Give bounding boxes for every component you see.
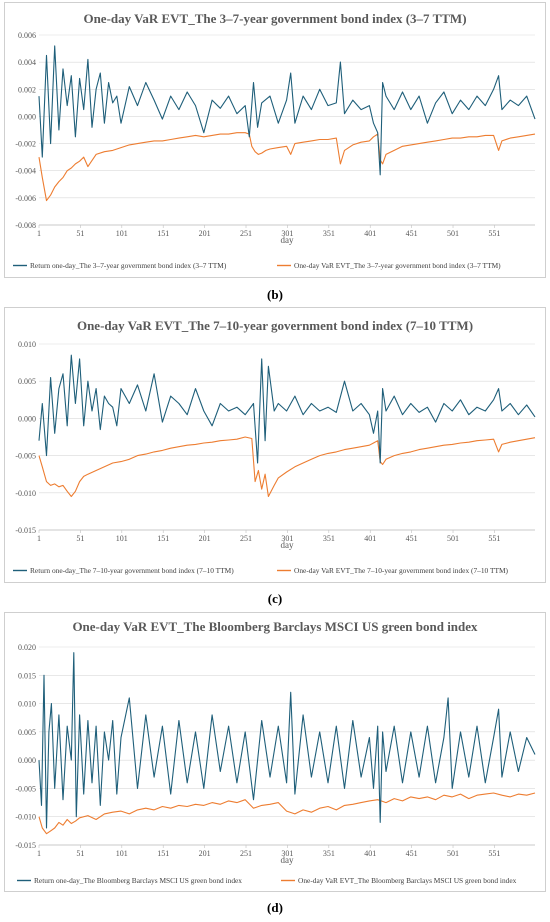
- chart-d-ytick: 0.015: [18, 671, 36, 680]
- chart-d-xtick: 201: [199, 849, 211, 858]
- chart-b-xtick: 201: [199, 229, 211, 238]
- chart-c-xtick: 401: [364, 534, 376, 543]
- chart-b-xtick: 1: [37, 229, 41, 238]
- chart-d-legend-label: Return one-day_The Bloomberg Barclays MS…: [34, 876, 242, 885]
- chart-c-xtick: 501: [447, 534, 459, 543]
- chart-d-ytick: 0.020: [18, 643, 36, 652]
- chart-d-series-return-line: [38, 652, 536, 829]
- caption-d: (d): [267, 900, 283, 915]
- chart-b-xtick: 51: [76, 229, 84, 238]
- chart-d-xtick: 51: [76, 849, 84, 858]
- chart-b-title: One-day VaR EVT_The 3–7-year government …: [83, 11, 466, 26]
- chart-d-xtick: 551: [488, 849, 500, 858]
- caption-c: (c): [267, 591, 283, 606]
- chart-c-xtick: 201: [199, 534, 211, 543]
- chart-d-xtick: 1: [37, 849, 41, 858]
- chart-b-ytick: 0.006: [18, 31, 36, 40]
- chart-b-xtick: 501: [447, 229, 459, 238]
- chart-d-svg: One-day VaR EVT_The Bloomberg Barclays M…: [15, 619, 536, 885]
- chart-d-ytick: -0.005: [15, 784, 36, 793]
- chart-d-xlabel: day: [281, 855, 294, 865]
- chart-d-xtick: 451: [406, 849, 418, 858]
- chart-d-xtick: 351: [323, 849, 335, 858]
- chart-c-xtick: 1: [37, 534, 41, 543]
- chart-b-ytick: -0.006: [15, 194, 36, 203]
- chart-d-series-var-line: [38, 792, 536, 835]
- chart-d-legend-label: One-day VaR EVT_The Bloomberg Barclays M…: [298, 876, 517, 885]
- chart-panel-d: One-day VaR EVT_The Bloomberg Barclays M…: [4, 612, 546, 892]
- chart-c-legend-label: Return one-day_The 7–10-year government …: [30, 566, 234, 575]
- chart-c-ytick: -0.005: [15, 452, 36, 461]
- chart-b-series-var-line: [38, 132, 536, 202]
- chart-c-title: One-day VaR EVT_The 7–10-year government…: [77, 318, 473, 333]
- chart-d-xtick: 151: [157, 849, 169, 858]
- chart-d-ytick: -0.015: [15, 841, 36, 850]
- chart-b-ytick: 0.000: [18, 112, 36, 121]
- chart-c-svg: One-day VaR EVT_The 7–10-year government…: [13, 318, 536, 575]
- chart-b-svg: One-day VaR EVT_The 3–7-year government …: [13, 11, 536, 270]
- chart-d-title: One-day VaR EVT_The Bloomberg Barclays M…: [72, 619, 478, 634]
- chart-c-xtick: 351: [323, 534, 335, 543]
- chart-b-legend-label: Return one-day_The 3–7-year government b…: [30, 261, 227, 270]
- chart-b-xtick: 551: [488, 229, 500, 238]
- chart-d-xtick: 401: [364, 849, 376, 858]
- chart-b-xlabel: day: [281, 235, 294, 245]
- chart-panel-b: One-day VaR EVT_The 3–7-year government …: [4, 2, 546, 278]
- chart-c-xtick: 151: [157, 534, 169, 543]
- chart-c-ytick: -0.015: [15, 526, 36, 535]
- chart-c-series-return-line: [38, 354, 536, 464]
- chart-c-legend-label: One-day VaR EVT_The 7–10-year government…: [294, 566, 509, 575]
- chart-panel-c: One-day VaR EVT_The 7–10-year government…: [4, 307, 546, 583]
- chart-b-ytick: 0.004: [18, 58, 36, 67]
- chart-d-xtick: 301: [281, 849, 293, 858]
- chart-c-ytick: 0.005: [18, 377, 36, 386]
- chart-b-legend-label: One-day VaR EVT_The 3–7-year government …: [294, 261, 501, 270]
- chart-b-xtick: 151: [157, 229, 169, 238]
- chart-c-xtick: 301: [281, 534, 293, 543]
- chart-b-ytick: -0.008: [15, 221, 36, 230]
- chart-c-xtick: 451: [406, 534, 418, 543]
- chart-d-ytick: 0.000: [18, 756, 36, 765]
- chart-b-xtick: 401: [364, 229, 376, 238]
- chart-d-ytick: -0.010: [15, 813, 36, 822]
- chart-b-xtick: 451: [406, 229, 418, 238]
- chart-c-ytick: 0.000: [18, 414, 36, 423]
- chart-b-ytick: -0.002: [15, 140, 36, 149]
- chart-b-series-return-line: [38, 45, 536, 176]
- caption-b: (b): [267, 287, 283, 302]
- chart-b-xtick: 251: [240, 229, 252, 238]
- chart-b-xtick: 301: [281, 229, 293, 238]
- chart-b-xtick: 101: [116, 229, 128, 238]
- chart-d-xtick: 251: [240, 849, 252, 858]
- chart-c-xtick: 251: [240, 534, 252, 543]
- chart-c-xtick: 101: [116, 534, 128, 543]
- chart-c-xtick: 551: [488, 534, 500, 543]
- chart-b-ytick: 0.002: [18, 85, 36, 94]
- chart-b-xtick: 351: [323, 229, 335, 238]
- chart-d-xtick: 101: [116, 849, 128, 858]
- chart-c-ytick: 0.010: [18, 340, 36, 349]
- chart-c-series-var-line: [38, 436, 536, 498]
- chart-b-ytick: -0.004: [15, 167, 36, 176]
- chart-d-xtick: 501: [447, 849, 459, 858]
- chart-c-xtick: 51: [76, 534, 84, 543]
- chart-d-ytick: 0.005: [18, 728, 36, 737]
- chart-c-xlabel: day: [281, 540, 294, 550]
- chart-d-ytick: 0.010: [18, 700, 36, 709]
- chart-c-ytick: -0.010: [15, 489, 36, 498]
